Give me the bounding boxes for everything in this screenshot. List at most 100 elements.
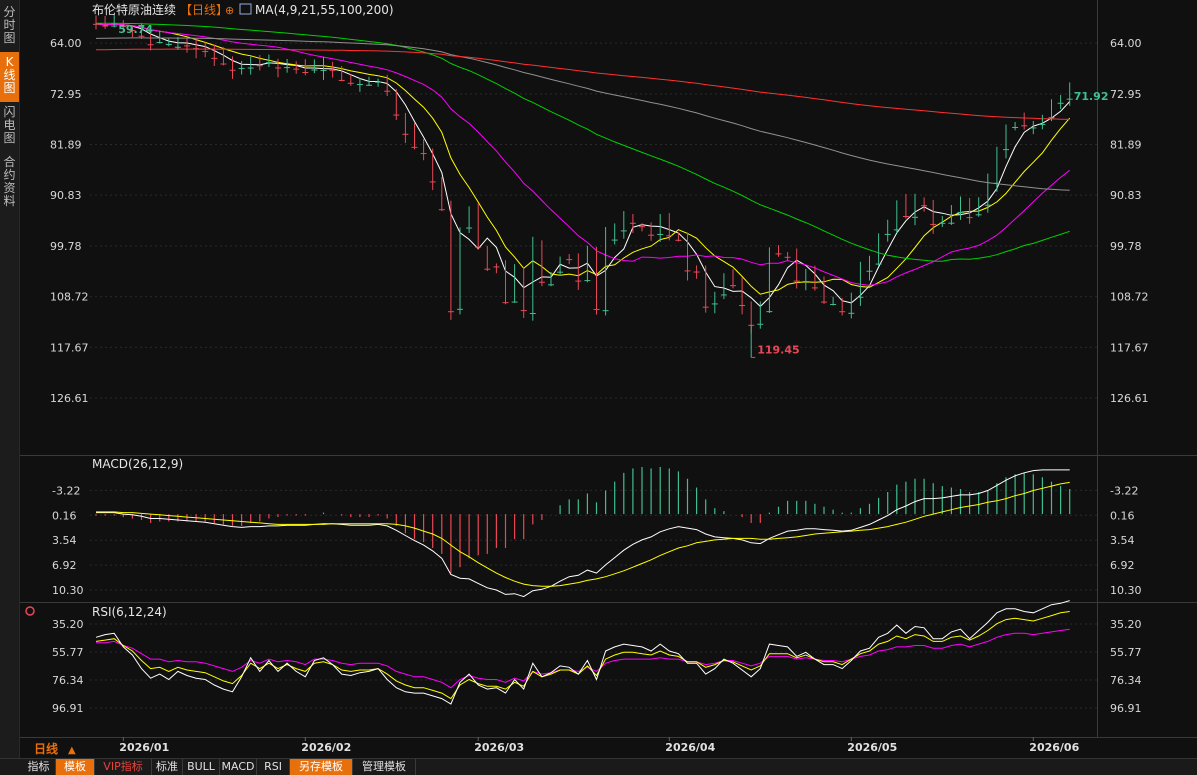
rsi6-line [95,600,1070,705]
candle [1030,120,1037,135]
candle [711,291,718,314]
sidebar-tab-3[interactable]: 合约资料 [3,155,16,208]
bottom-tab-3[interactable]: 标准 [152,759,183,775]
candlesticks [93,14,1073,334]
candle [875,233,882,266]
candle [211,44,218,66]
candle [784,252,791,261]
bottom-tab-7[interactable]: 另存模板 [290,759,353,775]
ma-line-MA4 [95,23,1071,308]
candle [484,245,491,272]
candle [165,38,172,47]
rsi-tick-right: 55.77 [1110,646,1142,659]
candle [575,253,582,290]
candle [620,211,627,239]
price-tick-left: 108.72 [50,291,89,304]
candle [566,254,573,265]
ma-line-MA200 [95,48,1070,120]
candle [693,265,700,279]
candle [284,58,291,73]
macd-tick-left: 10.30 [52,584,84,597]
candle [893,200,900,233]
bottom-tab-5[interactable]: MACD [220,759,257,775]
candle [757,301,764,329]
price-tick-left: 81.89 [50,139,82,152]
sidebar-tab-0[interactable]: 分时图 [3,5,16,45]
candle [493,263,500,274]
date-tick-label: 2026/01 [119,741,169,754]
high-annotation: 119.45 [757,343,799,356]
price-tick-right: 81.89 [1110,139,1142,152]
chart-area[interactable]: 126.61 126.61 117.67 117.67 108.72 108.72 99.7… [20,0,1197,758]
candle [429,148,436,191]
rsi-tick-right: 76.34 [1110,674,1142,687]
bottom-tab-4[interactable]: BULL [183,759,220,775]
candle [811,265,818,291]
period-dropdown-icon[interactable]: ▲ [68,745,76,756]
candle [611,223,618,245]
bottom-tab-0[interactable]: 指标 [22,759,56,775]
date-tick-label: 2026/06 [1029,741,1079,754]
candle [184,38,190,53]
date-axis: 2026/01 2026/02 2026/03 2026/04 2026/05 2026/… [119,737,1080,754]
candle [593,246,600,315]
macd-tick-left: 3.54 [52,534,77,547]
candle [1021,112,1028,130]
ma-line-MA21 [95,23,1071,286]
candle [129,26,136,38]
macd-tick-left: -3.22 [52,484,80,497]
candle [447,200,454,320]
candle [438,176,445,212]
record-icon[interactable] [25,606,35,616]
candle [657,213,664,242]
date-tick-label: 2026/04 [665,741,715,754]
candle [293,61,300,74]
macd-tick-right: 3.54 [1110,534,1135,547]
price-tick-left: 72.95 [50,88,82,101]
candle [984,173,991,213]
candle [238,61,245,75]
candle [102,16,109,29]
candle [338,66,345,82]
candle [666,213,673,241]
candle [229,56,236,79]
price-tick-left: 99.78 [50,240,82,253]
candle [275,58,281,78]
candle [720,273,727,300]
bottom-tab-1[interactable]: 模板 [56,759,95,775]
rsi-panel: 96.91 96.91 76.34 76.34 55.77 55.77 35.20 35.20 [52,600,1142,715]
candle [730,269,736,289]
candle [648,222,655,241]
candle [265,54,272,68]
candle [948,205,955,225]
bottom-tab-6[interactable]: RSI [257,759,290,775]
price-tick-right: 72.95 [1110,88,1142,101]
candle [1066,82,1073,106]
candle [639,223,645,232]
candle [220,47,227,66]
candle [256,55,263,71]
macd-tick-right: -3.22 [1110,484,1138,497]
bottom-tab-2[interactable]: VIP指标 [95,759,152,775]
candle [520,267,527,318]
price-tick-left: 126.61 [50,392,89,405]
candle [111,14,118,28]
candle [775,245,782,257]
bottom-toolbar: 指标 模板 VIP指标 标准 BULL MACD RSI 另存模板 管理模板 [0,758,1197,775]
candle [557,256,564,276]
settings-icon[interactable]: ⊕ [225,4,234,17]
period-button[interactable]: 日线 [34,741,58,756]
candle [702,265,709,313]
candle [548,272,554,287]
ma-line-MA55 [96,22,1070,262]
bottom-tab-8[interactable]: 管理模板 [353,759,416,775]
candle [120,20,127,31]
candle [821,276,827,304]
sidebar-tab-2[interactable]: 闪电图 [3,105,16,145]
candle [766,247,773,314]
candle [1039,114,1046,130]
candle [311,59,318,74]
candle [156,31,163,44]
